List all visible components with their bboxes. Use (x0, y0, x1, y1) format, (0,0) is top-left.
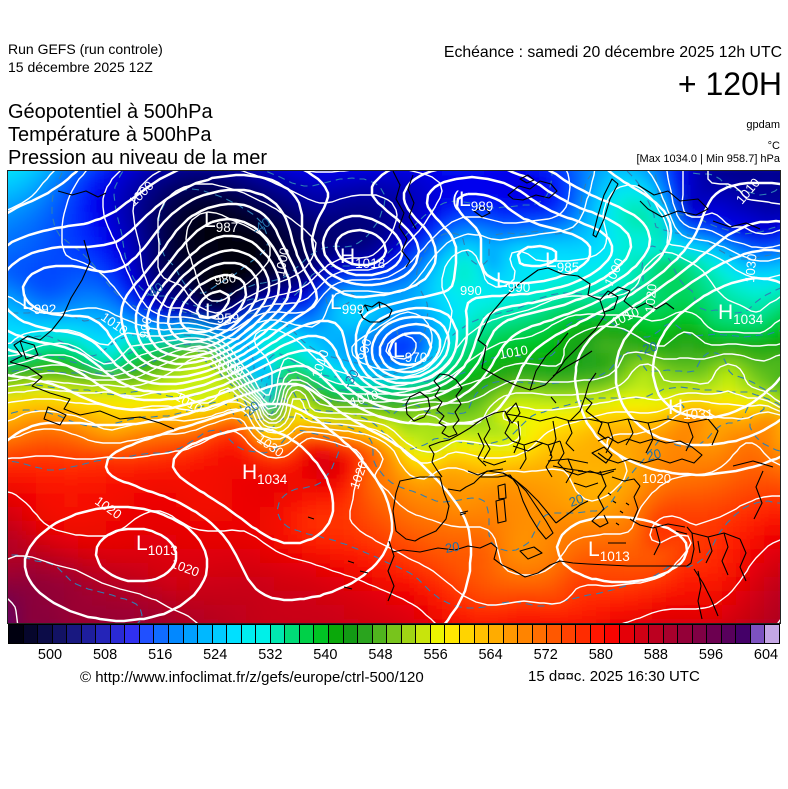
svg-text:1000: 1000 (272, 246, 292, 277)
svg-text:20: 20 (444, 539, 461, 556)
svg-text:990: 990 (354, 337, 374, 362)
svg-text:1020: 1020 (642, 283, 659, 313)
svg-text:1020: 1020 (642, 471, 671, 486)
svg-text:980: 980 (213, 270, 237, 288)
svg-text:20: 20 (567, 491, 586, 510)
svg-text:20: 20 (645, 446, 663, 464)
svg-text:1030: 1030 (742, 253, 759, 283)
svg-text:-20: -20 (637, 339, 659, 358)
svg-text:H1031: H1031 (668, 396, 713, 422)
svg-text:1010: 1010 (498, 342, 529, 362)
svg-text:990: 990 (136, 316, 155, 340)
svg-text:L990: L990 (496, 269, 530, 295)
svg-text:990: 990 (460, 283, 482, 298)
